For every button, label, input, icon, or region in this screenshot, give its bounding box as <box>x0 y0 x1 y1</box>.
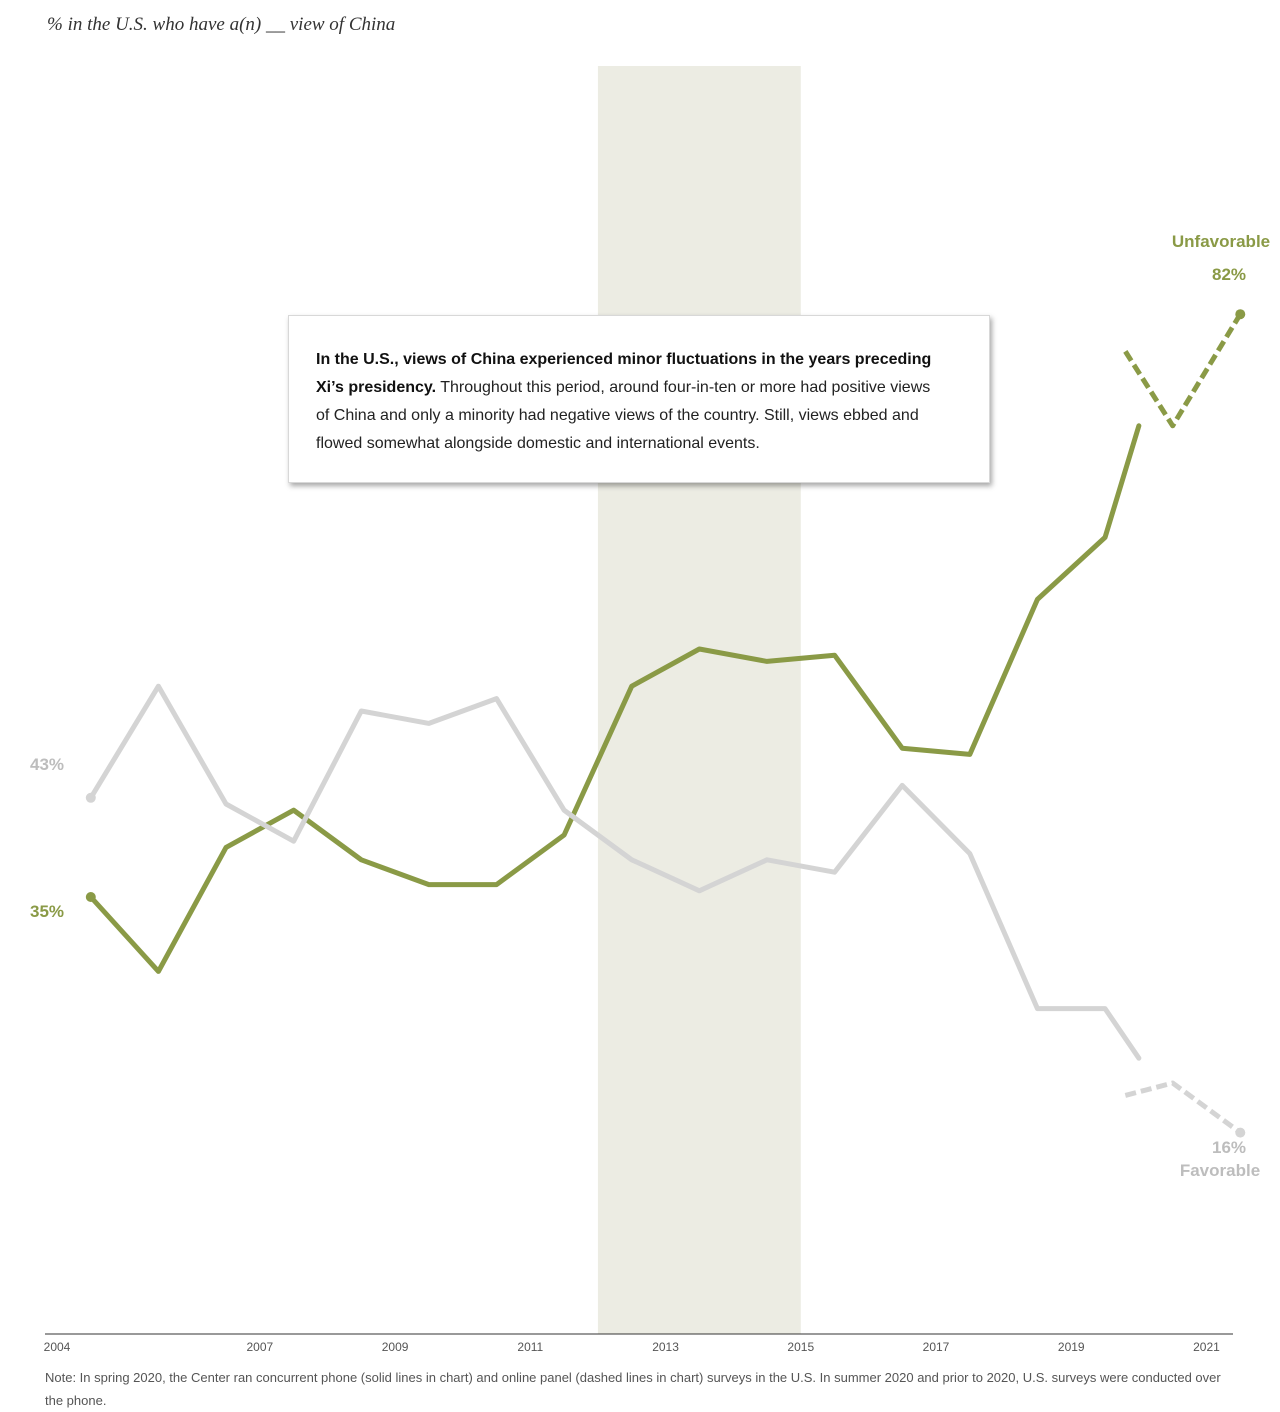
annotation-callout: In the U.S., views of China experienced … <box>288 315 990 483</box>
favorable-end-label: 16% <box>1212 1138 1246 1157</box>
unfavorable-start-point <box>85 892 96 902</box>
x-tick-label-2011: 2011 <box>517 1340 543 1354</box>
series-labels: 35% Unfavorable 82% 43% 16% Favorable <box>30 232 1270 1180</box>
x-tick-label-2021: 2021 <box>1193 1340 1220 1354</box>
unfavorable-series-name: Unfavorable <box>1172 232 1270 251</box>
unfavorable-line-solid <box>88 423 1142 974</box>
chart-subtitle: % in the U.S. who have a(n) __ view of C… <box>47 14 396 35</box>
callout-bold-text: In the U.S., views of China experienced … <box>316 351 932 396</box>
unfavorable-start-label: 35% <box>30 902 64 921</box>
x-tick-label-2009: 2009 <box>382 1340 409 1354</box>
chart-note: Note: In spring 2020, the Center ran con… <box>45 1370 1221 1408</box>
favorable-line-solid <box>88 683 1142 1061</box>
unfavorable-end-label: 82% <box>1212 265 1246 284</box>
series-lines <box>85 309 1246 1138</box>
favorable-end-point <box>1235 1127 1246 1138</box>
x-tick-label-2015: 2015 <box>787 1340 814 1354</box>
shaded-period <box>597 66 801 1334</box>
favorable-start-point <box>85 792 96 803</box>
x-tick-label-2017: 2017 <box>923 1340 950 1354</box>
favorable-start-label: 43% <box>30 755 64 774</box>
x-tick-label-2013: 2013 <box>652 1340 679 1354</box>
favorable-series-name: Favorable <box>1180 1161 1260 1180</box>
x-tick-label-2007: 2007 <box>246 1340 273 1354</box>
x-axis-ticks: 2004 2007 2009 2011 2013 2015 2017 2019 2021 <box>44 1340 1220 1354</box>
favorable-line-dashed <box>1124 1080 1242 1135</box>
unfavorable-line-dashed <box>1123 312 1243 429</box>
x-tick-label-2004: 2004 <box>44 1340 71 1354</box>
unfavorable-end-point <box>1235 309 1246 320</box>
x-tick-label-2019: 2019 <box>1058 1340 1085 1354</box>
callout-body-text: Throughout this period, around four-in-t… <box>316 379 931 452</box>
